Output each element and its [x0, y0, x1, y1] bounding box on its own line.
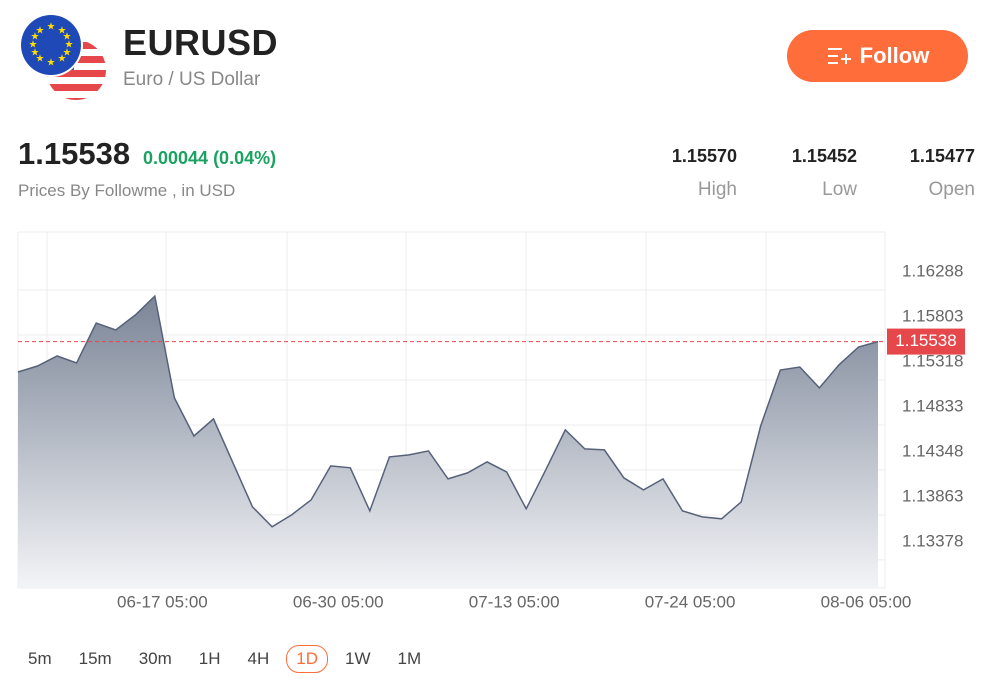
y-tick-label: 1.14348 [902, 441, 963, 460]
y-tick-label: 1.15803 [902, 306, 963, 325]
pair-name: Euro / US Dollar [123, 69, 261, 90]
svg-text:★: ★ [36, 54, 45, 65]
follow-icon [827, 48, 851, 64]
svg-text:★: ★ [47, 58, 56, 69]
timeframe-option[interactable]: 15m [78, 649, 112, 668]
last-price-label: 1.15538 [895, 331, 956, 350]
x-tick-label: 07-24 05:00 [645, 592, 736, 611]
timeframe-option[interactable]: 5m [28, 649, 52, 668]
last-price-box [887, 328, 965, 355]
area [18, 296, 878, 588]
svg-text:★: ★ [63, 48, 72, 59]
chart: 1.13378 1.13863 1.14348 1.14833 1.15318 1.158… [17, 231, 965, 611]
x-tick-label: 08-06 05:00 [821, 592, 912, 611]
timeframe-option[interactable]: 1D [286, 645, 328, 673]
svg-text:★: ★ [36, 26, 45, 37]
stat: 1.15477 Open [865, 146, 975, 201]
svg-text:★: ★ [31, 32, 40, 43]
svg-text:★: ★ [47, 22, 56, 33]
stat: 1.15452 Low [747, 146, 857, 201]
stat-label: High [697, 179, 737, 200]
x-tick-label: 06-17 05:00 [117, 592, 208, 611]
line [17, 294, 879, 528]
y-tick-label: 1.13863 [902, 486, 963, 505]
timeframe-option[interactable]: 4H [247, 649, 270, 668]
y-tick-label: 1.16288 [902, 262, 963, 281]
x-tick-label: 07-13 05:00 [469, 592, 560, 611]
stat-label: Open [928, 179, 975, 200]
stat-value: 1.15452 [791, 146, 857, 166]
timeframe-bar: 5m 15m 30m 1H 4H 1D 1W 1M [18, 645, 438, 673]
svg-text:★: ★ [58, 54, 67, 65]
price: 1.15538 [18, 136, 131, 171]
stat-value: 1.15477 [909, 146, 975, 166]
y-tick-label: 1.14833 [902, 396, 963, 415]
svg-text:★: ★ [63, 32, 72, 43]
svg-text:★: ★ [29, 40, 38, 51]
timeframe-option[interactable]: 1M [397, 649, 422, 668]
price-source: Prices By Followme , in USD [18, 181, 236, 200]
stat-label: Low [822, 179, 857, 200]
pair-icon: ★★ ★ ★ ★ ★ ★ ★ ★ ★ ★ ★ [19, 13, 106, 100]
x-tick-label: 06-30 05:00 [293, 592, 384, 611]
stat-value: 1.15570 [671, 146, 737, 166]
timeframe-option[interactable]: 1H [198, 649, 221, 668]
symbol: EURUSD [123, 22, 279, 63]
svg-text:★: ★ [58, 26, 67, 37]
y-tick-label: 1.13378 [902, 531, 963, 550]
stat: 1.15570 High [627, 146, 737, 201]
svg-text:★: ★ [31, 48, 40, 59]
follow-label: Follow [859, 43, 930, 68]
price-change: 0.00044 (0.04%) [143, 148, 277, 168]
follow-button[interactable]: Follow [787, 30, 968, 82]
timeframe-option[interactable]: 30m [138, 649, 172, 668]
timeframe-option[interactable]: 1W [344, 649, 371, 668]
svg-text:★: ★ [65, 40, 74, 51]
y-tick-label: 1.15318 [902, 351, 963, 370]
